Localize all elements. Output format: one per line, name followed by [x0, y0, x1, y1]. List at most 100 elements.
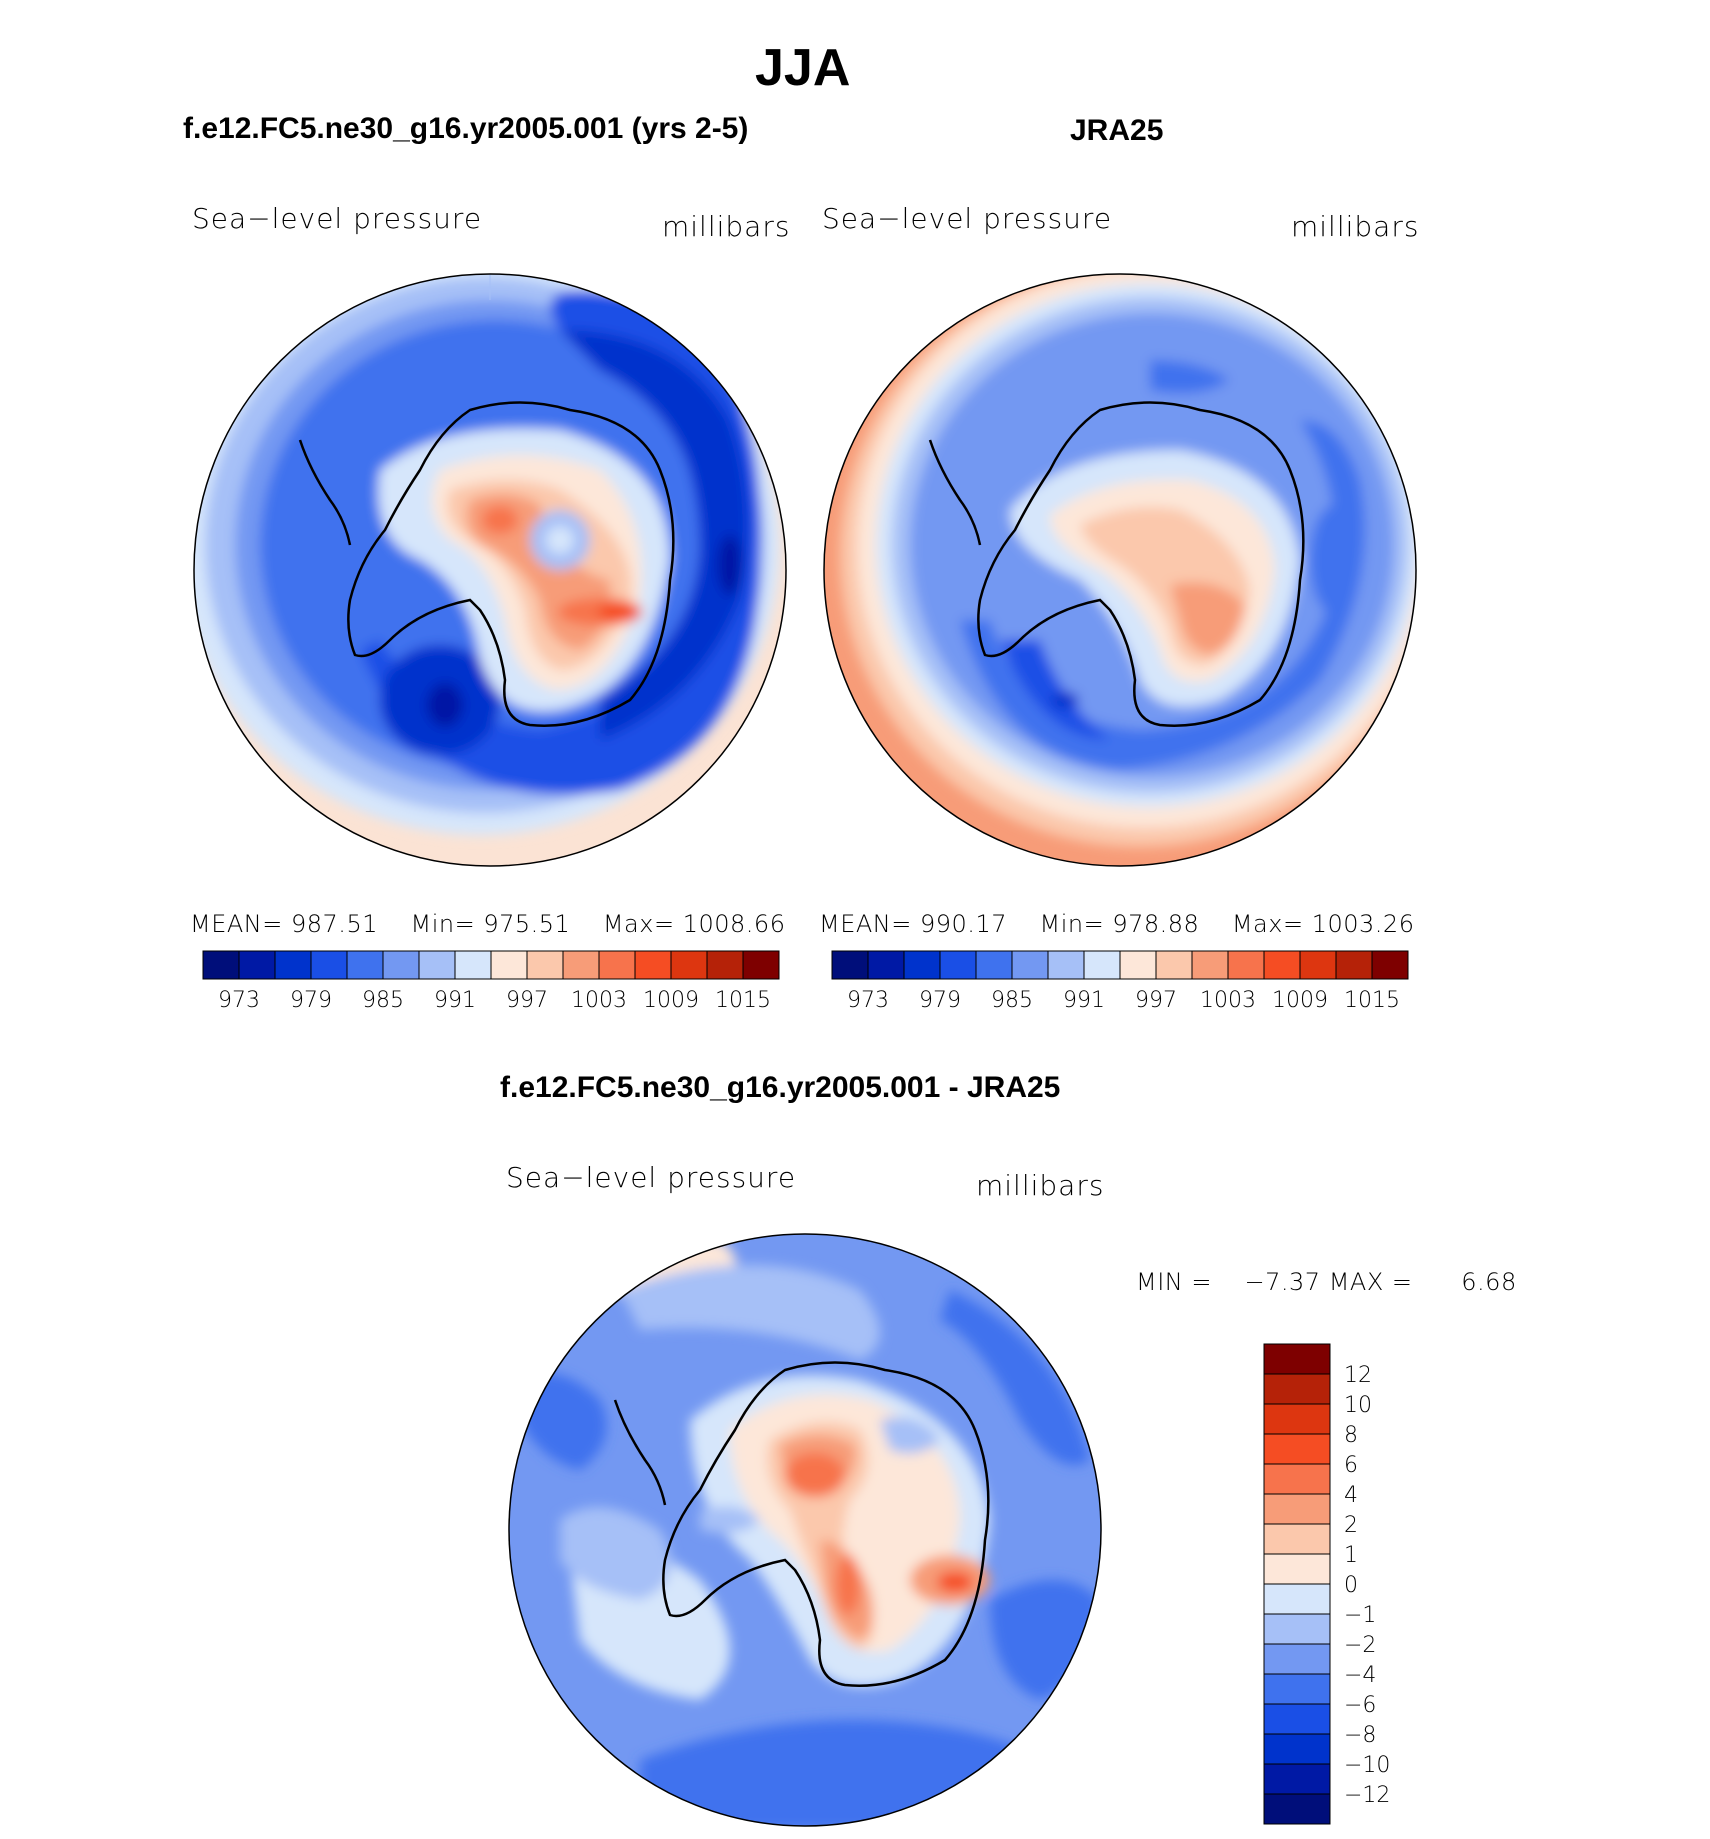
panel2-map — [824, 274, 1416, 866]
difference-max-value: 6.68 — [1461, 1268, 1517, 1296]
panel1-map-border — [193, 273, 787, 867]
difference-colorbar-tick-label: −10 — [1344, 1753, 1390, 1778]
panel2-units-label: millibars — [1291, 210, 1420, 243]
panel2-colorbar-box-10 — [1191, 950, 1229, 980]
difference-colorbar-box-6 — [1263, 1523, 1331, 1555]
panel2-colorbar-box-5 — [1011, 950, 1049, 980]
panel1-colorbar-box-4 — [346, 950, 384, 980]
panel2-min-value: 978.88 — [1112, 910, 1200, 938]
panel1-colorbar-tick-label: 973 — [218, 988, 260, 1013]
difference-max-label: MAX = — [1328, 1268, 1413, 1296]
difference-colorbar-box-10 — [1263, 1643, 1331, 1675]
panel2-variable-label: Sea−level pressure — [822, 202, 1113, 235]
difference-title: f.e12.FC5.ne30_g16.yr2005.001 - JRA25 — [500, 1071, 1061, 1104]
panel1-colorbar-box-8 — [490, 950, 528, 980]
panel2-colorbar-box-4 — [975, 950, 1013, 980]
difference-units-label: millibars — [976, 1169, 1105, 1202]
panel1-colorbar-box-13 — [670, 950, 708, 980]
difference-colorbar — [1263, 1343, 1331, 1825]
panel1-colorbar-box-7 — [454, 950, 492, 980]
panel1-mean-label: MEAN= — [190, 910, 283, 938]
difference-colorbar-tick-label: −4 — [1344, 1663, 1376, 1688]
panel2-colorbar-box-1 — [867, 950, 905, 980]
panel1-max-label: Max= — [602, 910, 675, 938]
panel1-colorbar-box-15 — [742, 950, 780, 980]
difference-colorbar-tick-label: 0 — [1344, 1573, 1358, 1598]
panel2-colorbar-tick-label: 979 — [919, 988, 961, 1013]
difference-colorbar-box-11 — [1263, 1673, 1331, 1705]
panel2-colorbar-box-11 — [1227, 950, 1265, 980]
panel1-colorbar-tick-label: 979 — [290, 988, 332, 1013]
panel1-colorbar-ticks: 973 979 985 991 997 1003 1009 1015 — [218, 988, 771, 1013]
panel1-units-label: millibars — [662, 210, 791, 243]
panel1-colorbar-box-10 — [562, 950, 600, 980]
panel1-colorbar-box-5 — [382, 950, 420, 980]
difference-colorbar-box-9 — [1263, 1613, 1331, 1645]
panel1-colorbar-box-1 — [238, 950, 276, 980]
panel2-colorbar-tick-label: 1009 — [1272, 988, 1328, 1013]
difference-colorbar-tick-label: −8 — [1344, 1723, 1376, 1748]
panel2-colorbar-box-13 — [1299, 950, 1337, 980]
panel1-colorbar-box-14 — [706, 950, 744, 980]
panel2-mean-label: MEAN= — [819, 910, 912, 938]
panel2-colorbar-tick-label: 973 — [847, 988, 889, 1013]
panel2-colorbar-box-6 — [1047, 950, 1085, 980]
panel2-colorbar-box-14 — [1335, 950, 1373, 980]
difference-colorbar-tick-label: 12 — [1344, 1363, 1372, 1388]
panel2-max-label: Max= — [1231, 910, 1304, 938]
difference-colorbar-tick-label: 10 — [1344, 1393, 1372, 1418]
difference-min-label: MIN = — [1136, 1268, 1212, 1296]
panel2-case-title: JRA25 — [1070, 114, 1164, 147]
panel1-colorbar — [202, 950, 780, 980]
difference-colorbar-tick-label: 2 — [1344, 1513, 1358, 1538]
difference-map — [509, 1234, 1101, 1826]
panel2-colorbar-box-8 — [1119, 950, 1157, 980]
panel1-stats: MEAN= 987.51 Min= 975.51 Max= 1008.66 — [190, 910, 785, 938]
panel2-colorbar — [831, 950, 1409, 980]
panel1-colorbar-box-12 — [634, 950, 672, 980]
panel2-stats: MEAN= 990.17 Min= 978.88 Max= 1003.26 — [819, 910, 1414, 938]
panel2-colorbar-box-9 — [1155, 950, 1193, 980]
difference-colorbar-box-15 — [1263, 1793, 1331, 1825]
panel1-map — [194, 274, 786, 866]
difference-colorbar-box-2 — [1263, 1403, 1331, 1435]
panel1-case-title: f.e12.FC5.ne30_g16.yr2005.001 (yrs 2-5) — [183, 112, 749, 145]
panel2-colorbar-tick-label: 1015 — [1344, 988, 1400, 1013]
difference-map-border — [508, 1233, 1102, 1827]
difference-colorbar-box-8 — [1263, 1583, 1331, 1615]
difference-colorbar-box-13 — [1263, 1733, 1331, 1765]
panel1-mean-value: 987.51 — [291, 910, 378, 938]
difference-colorbar-box-12 — [1263, 1703, 1331, 1735]
panel2-colorbar-tick-label: 997 — [1135, 988, 1177, 1013]
difference-colorbar-box-3 — [1263, 1433, 1331, 1465]
difference-variable-label: Sea−level pressure — [506, 1161, 797, 1194]
difference-colorbar-box-0 — [1263, 1343, 1331, 1375]
difference-colorbar-box-14 — [1263, 1763, 1331, 1795]
panel1-max-value: 1008.66 — [682, 910, 786, 938]
difference-colorbar-tick-label: −6 — [1344, 1693, 1376, 1718]
panel2-colorbar-box-12 — [1263, 950, 1301, 980]
difference-colorbar-tick-label: 6 — [1344, 1453, 1358, 1478]
panel2-colorbar-box-2 — [903, 950, 941, 980]
panel2-mean-value: 990.17 — [920, 910, 1007, 938]
panel1-min-value: 975.51 — [483, 910, 571, 938]
difference-min-value: −7.37 — [1244, 1268, 1321, 1296]
difference-colorbar-box-7 — [1263, 1553, 1331, 1585]
panel1-colorbar-tick-label: 985 — [362, 988, 404, 1013]
difference-colorbar-tick-label: −2 — [1344, 1633, 1376, 1658]
panel2-map-border — [823, 273, 1417, 867]
panel2-colorbar-tick-label: 991 — [1063, 988, 1105, 1013]
panel2-min-label: Min= — [1039, 910, 1105, 938]
figure-title: JJA — [755, 39, 851, 97]
difference-colorbar-tick-label: −12 — [1344, 1783, 1390, 1808]
difference-colorbar-box-1 — [1263, 1373, 1331, 1405]
panel2-colorbar-tick-label: 985 — [991, 988, 1033, 1013]
panel1-colorbar-tick-label: 1003 — [571, 988, 627, 1013]
panel1-variable-label: Sea−level pressure — [192, 202, 483, 235]
difference-colorbar-box-4 — [1263, 1463, 1331, 1495]
panel1-colorbar-tick-label: 997 — [506, 988, 548, 1013]
difference-colorbar-tick-label: −1 — [1344, 1603, 1376, 1628]
panel1-colorbar-box-11 — [598, 950, 636, 980]
panel2-colorbar-box-7 — [1083, 950, 1121, 980]
